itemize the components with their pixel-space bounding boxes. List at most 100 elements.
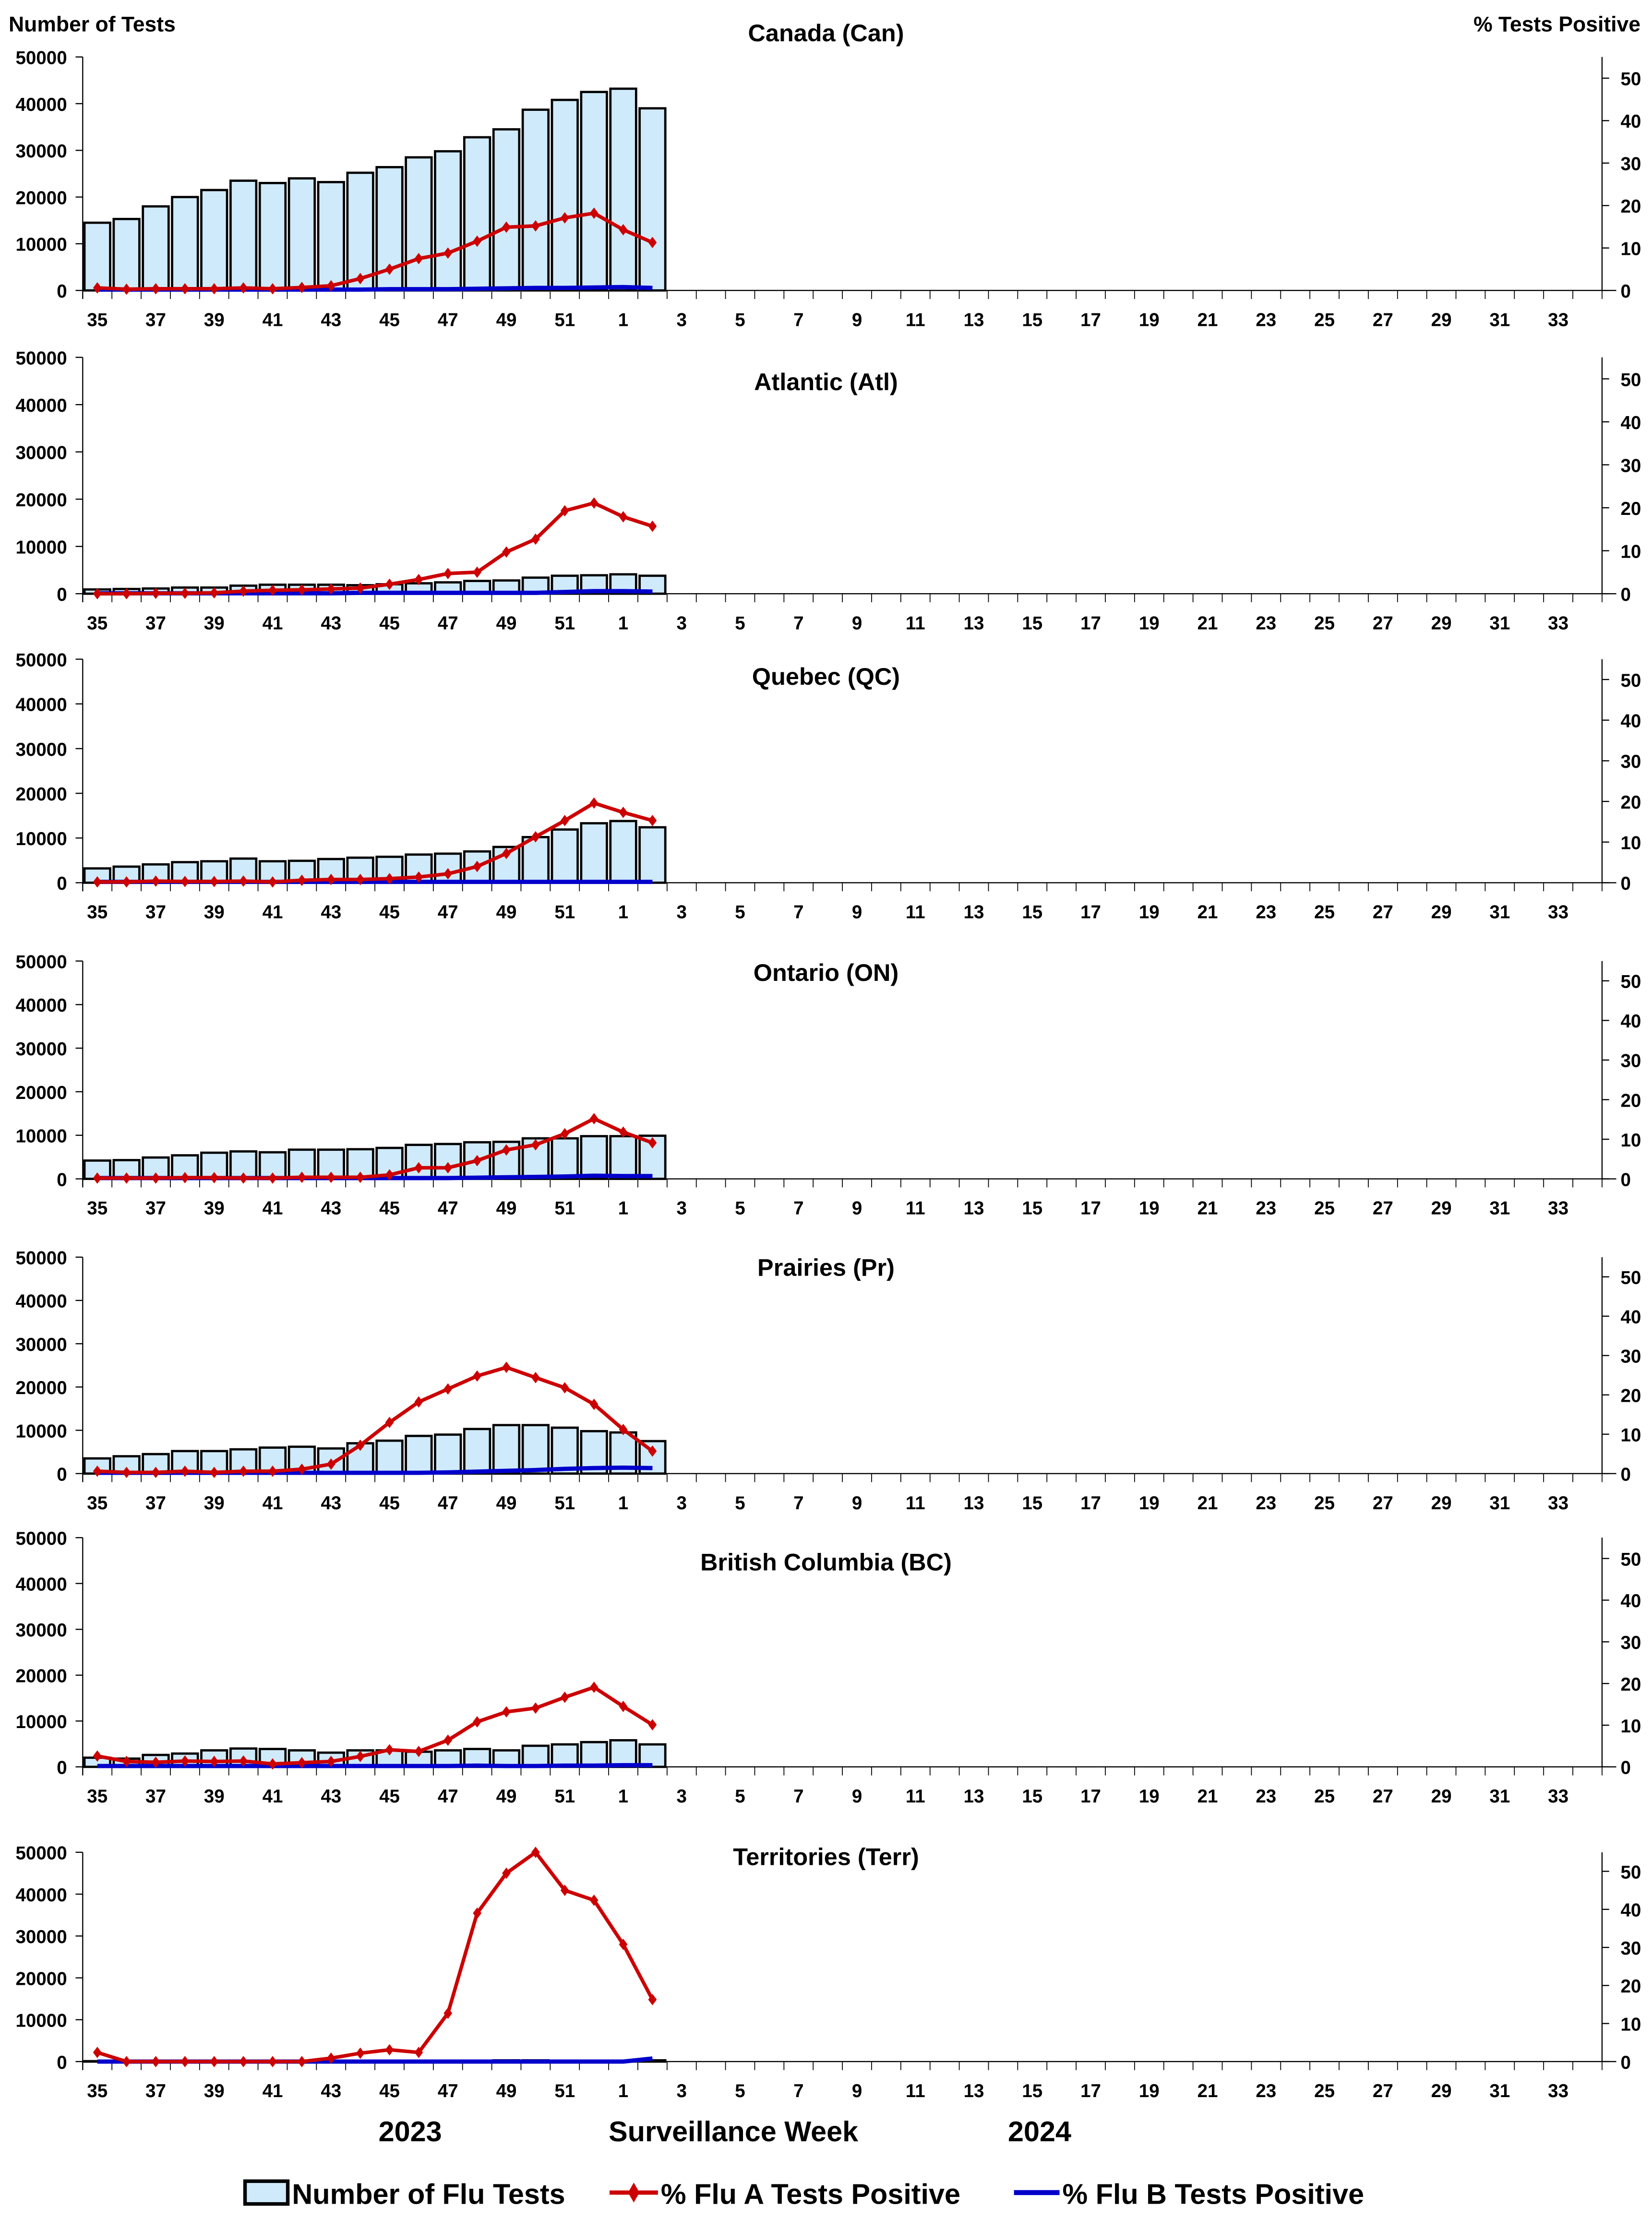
x-tick-label: 7	[793, 1198, 803, 1219]
x-tick-label: 5	[735, 1786, 745, 1807]
left-y-tick-label: 10000	[15, 537, 67, 558]
right-y-tick-label: 30	[1620, 752, 1641, 772]
marker-flu-a-week-1	[619, 1938, 628, 1950]
right-y-tick-label: 40	[1620, 111, 1641, 132]
x-tick-label: 23	[1256, 310, 1276, 330]
left-y-tick-label: 40000	[15, 395, 67, 416]
bar-tests-week-46	[405, 1144, 433, 1180]
line-flu-a	[96, 1849, 654, 2064]
right-y-tick-label: 30	[1620, 1938, 1641, 1959]
left-y-tick-label: 30000	[15, 141, 67, 162]
x-tick-label: 37	[145, 1786, 166, 1807]
marker-flu-a-week-52	[589, 497, 599, 509]
x-tick-label: 19	[1139, 2081, 1160, 2101]
marker-flu-a-week-49	[502, 221, 511, 233]
x-tick-label: 49	[496, 2081, 517, 2101]
bar-tests-week-49	[492, 1424, 521, 1475]
bar-tests-week-47	[434, 1143, 462, 1180]
x-tick-label: 33	[1548, 902, 1568, 923]
marker-flu-a-week-49	[502, 546, 511, 558]
bar-tests-week-44	[346, 171, 374, 292]
left-y-tick-label: 0	[57, 1464, 67, 1485]
marker-flu-a-week-52	[589, 1682, 599, 1693]
x-tick-label: 15	[1022, 613, 1042, 633]
right-y-tick-label: 20	[1620, 1674, 1641, 1695]
left-y-tick-label: 10000	[15, 1712, 67, 1732]
bar-tests-week-39	[200, 189, 228, 292]
right-y-tick-label: 30	[1620, 455, 1641, 476]
bar-tests-week-41	[258, 182, 287, 292]
line-flu-a	[97, 1365, 654, 1474]
x-tick-label: 11	[906, 2081, 925, 2101]
bar-tests-week-1	[609, 1135, 637, 1180]
marker-flu-a-week-39	[210, 876, 219, 887]
left-y-tick-label: 20000	[15, 188, 67, 208]
x-tick-label: 41	[263, 1786, 283, 1807]
x-tick-label: 7	[793, 2081, 803, 2101]
left-y-tick-label: 0	[57, 873, 67, 894]
x-tick-label: 35	[87, 1198, 108, 1219]
x-tick-label: 3	[677, 1493, 687, 1514]
x-tick-label: 39	[204, 902, 225, 923]
marker-flu-a-week-43	[326, 280, 335, 292]
x-tick-label: 51	[554, 310, 575, 330]
x-tick-label: 45	[379, 613, 400, 633]
x-tick-label: 37	[145, 902, 166, 923]
x-tick-label: 29	[1431, 902, 1452, 923]
x-tick-label: 9	[852, 310, 862, 330]
x-tick-label: 1	[618, 2081, 628, 2101]
line-flu-a	[97, 801, 653, 884]
panel-0: Canada (Can) 0 10000 20000 30000 40000 50000 0 1…	[15, 19, 1641, 330]
bar-tests-week-48	[463, 1428, 491, 1475]
marker-flu-a-week-43	[326, 2052, 335, 2064]
panel-title: Canada (Can)	[748, 19, 904, 47]
right-y-tick-label: 20	[1620, 499, 1641, 519]
x-tick-label: 27	[1373, 613, 1393, 633]
bar-tests-week-37	[142, 205, 170, 292]
left-y-tick-label: 40000	[15, 995, 67, 1016]
right-y-tick-label: 0	[1620, 873, 1630, 894]
marker-flu-a-week-40	[239, 875, 248, 887]
left-y-tick-label: 50000	[15, 48, 67, 69]
marker-flu-a-week-44	[356, 2047, 365, 2059]
x-tick-label: 13	[964, 613, 984, 633]
marker-flu-a-week-43	[326, 583, 335, 595]
x-tick-label: 13	[964, 1786, 984, 1807]
right-y-tick-label: 20	[1620, 1976, 1641, 1997]
x-tick-label: 3	[677, 613, 687, 633]
right-y-tick-label: 10	[1620, 833, 1641, 854]
marker-flu-a-week-51	[560, 1885, 569, 1896]
bar-tests-week-35	[83, 221, 111, 292]
marker-flu-a-week-42	[297, 2056, 306, 2067]
left-y-tick-label: 50000	[15, 348, 67, 369]
left-y-tick-label: 0	[57, 281, 67, 302]
left-y-tick-label: 0	[57, 1169, 67, 1190]
x-tick-label: 29	[1431, 310, 1452, 330]
x-tick-label: 25	[1314, 902, 1335, 923]
x-tick-label: 43	[321, 2081, 341, 2101]
right-y-tick-label: 0	[1620, 2052, 1630, 2073]
marker-flu-a-week-40	[239, 282, 248, 294]
x-tick-label: 31	[1489, 1198, 1510, 1219]
left-axis-title: Number of Tests	[9, 12, 176, 36]
left-y-tick-label: 30000	[15, 1620, 67, 1641]
x-tick-label: 51	[554, 2081, 575, 2101]
x-tick-label: 23	[1256, 1198, 1276, 1219]
x-tick-label: 1	[618, 613, 628, 633]
x-tick-label: 11	[906, 310, 925, 330]
x-tick-label: 5	[735, 310, 745, 330]
bar-tests-week-37	[142, 1156, 170, 1180]
left-y-tick-label: 20000	[15, 1083, 67, 1103]
x-tick-label: 9	[852, 902, 862, 923]
x-tick-label: 15	[1022, 1786, 1042, 1807]
x-tick-label: 1	[618, 310, 628, 330]
x-tick-label: 29	[1431, 1493, 1452, 1514]
x-tick-label: 45	[379, 902, 400, 923]
left-y-tick-label: 10000	[15, 1126, 67, 1147]
x-tick-label: 51	[554, 1493, 575, 1514]
bar-tests-week-42	[287, 177, 316, 292]
x-tick-label: 17	[1080, 2081, 1101, 2101]
marker-flu-a-week-37	[151, 1756, 160, 1768]
x-axis-label: Surveillance Week	[609, 2115, 859, 2147]
x-tick-label: 5	[735, 1493, 745, 1514]
